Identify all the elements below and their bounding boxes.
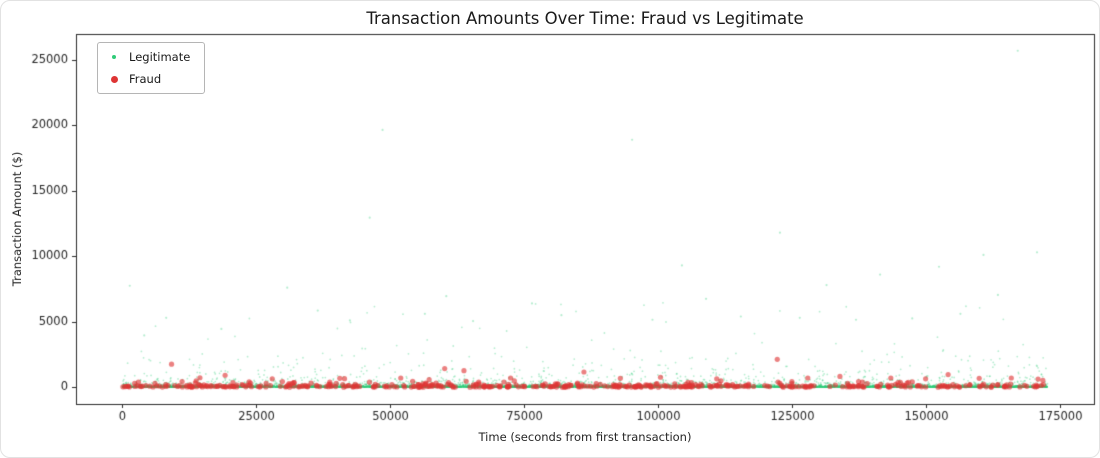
legend: Legitimate Fraud	[97, 42, 206, 94]
x-axis-label: Time (seconds from first transaction)	[478, 430, 692, 444]
chart-title: Transaction Amounts Over Time: Fraud vs …	[366, 9, 804, 28]
legend-label-legitimate: Legitimate	[129, 50, 191, 64]
legend-item-fraud: Fraud	[108, 72, 190, 86]
fraud-marker-icon	[110, 75, 118, 83]
y-axis-label: Transaction Amount ($)	[10, 151, 24, 287]
legend-label-fraud: Fraud	[129, 72, 162, 86]
legitimate-marker-icon	[112, 55, 116, 59]
legend-item-legitimate: Legitimate	[108, 50, 190, 64]
